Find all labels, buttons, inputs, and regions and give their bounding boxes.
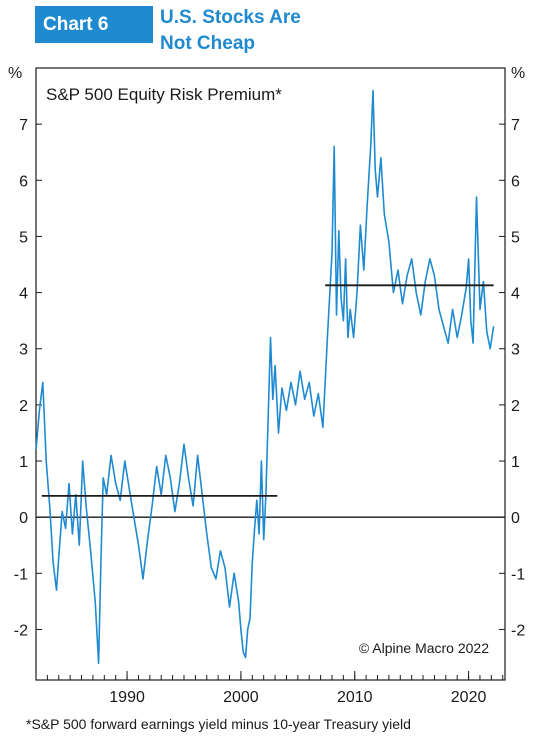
x-tick-label: 2020 [451,689,487,706]
y-tick-label-left: 3 [19,342,28,359]
y-tick-label-right: 7 [511,117,520,134]
y-tick-label-left: 5 [19,229,28,246]
y-unit-right: % [511,65,525,82]
y-tick-label-right: 0 [511,510,520,527]
y-tick-label-left: 1 [19,454,28,471]
y-tick-label-left: 2 [19,398,28,415]
y-unit-left: % [8,65,22,82]
y-tick-label-left: -1 [14,566,28,583]
x-tick-label: 2000 [223,689,259,706]
source-credit: © Alpine Macro 2022 [359,640,489,656]
chart-number-badge: Chart 6 [35,6,153,43]
x-tick-label: 2010 [337,689,373,706]
y-tick-label-left: 7 [19,117,28,134]
footnote: *S&P 500 forward earnings yield minus 10… [26,716,411,732]
y-tick-label-right: 4 [511,286,520,303]
y-tick-label-left: 4 [19,286,28,303]
chart-headline-line-1: U.S. Stocks Are [160,7,301,28]
plot-frame [35,67,506,681]
y-tick-label-right: 3 [511,342,520,359]
x-tick-label: 1990 [109,689,145,706]
series-line-equity-risk-premium [35,89,495,664]
chart-headline: U.S. Stocks Are Not Cheap [160,5,301,57]
chart-headline-line-2: Not Cheap [160,33,255,54]
chart-title: S&P 500 Equity Risk Premium* [46,85,282,104]
y-tick-label-right: 1 [511,454,520,471]
equity-risk-premium-chart: -2 -2 -1 -1 0 0 1 1 2 2 3 3 4 4 5 5 6 6 7 7% % 1990 2000 2010 20… [8,65,525,706]
y-tick-label-left: -2 [14,622,28,639]
y-tick-label-left: 0 [19,510,28,527]
y-tick-label-right: -2 [511,622,525,639]
y-tick-label-right: 5 [511,229,520,246]
y-tick-label-right: 2 [511,398,520,415]
y-tick-label-right: 6 [511,173,520,190]
y-tick-label-left: 6 [19,173,28,190]
y-tick-label-right: -1 [511,566,525,583]
